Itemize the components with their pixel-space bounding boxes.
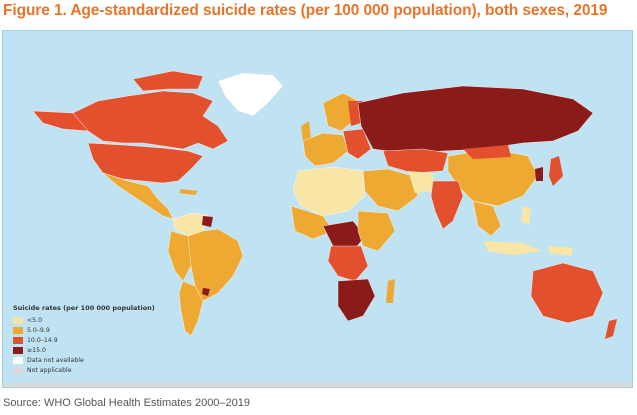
region-philippines [521, 206, 531, 226]
region-arctic-canada [132, 70, 204, 92]
world-map: Suicide rates (per 100 000 population) <… [2, 30, 633, 388]
region-canada [72, 90, 229, 150]
region-middle-east [362, 168, 419, 212]
region-guyana [202, 216, 213, 227]
legend-swatch [13, 326, 23, 334]
legend: Suicide rates (per 100 000 population) <… [13, 304, 155, 375]
legend-item: ≥15.0 [13, 345, 155, 355]
region-east-africa [357, 210, 396, 252]
legend-item: Not applicable [13, 365, 155, 375]
world-map-svg [3, 31, 632, 387]
legend-label: Not applicable [27, 366, 72, 374]
region-central-africa [322, 220, 366, 250]
region-uk [301, 121, 311, 141]
legend-swatch [13, 366, 23, 374]
region-eastern-europe [342, 128, 372, 160]
region-uruguay [202, 288, 210, 296]
region-greenland [217, 72, 284, 117]
region-japan [549, 156, 563, 186]
legend-item: 10.0–14.9 [13, 335, 155, 345]
region-russia [357, 85, 594, 154]
region-western-europe [302, 132, 349, 167]
region-west-africa [290, 205, 334, 240]
legend-label: 10.0–14.9 [27, 336, 58, 344]
region-kazakhstan [382, 148, 449, 174]
legend-swatch [13, 346, 23, 354]
region-india [430, 180, 464, 230]
region-indonesia [483, 241, 543, 255]
legend-item: 5.0–9.9 [13, 325, 155, 335]
legend-label: Data not available [27, 356, 84, 364]
region-alaska [32, 110, 89, 132]
region-iran-afghanistan [408, 171, 435, 193]
region-antarctica [3, 383, 632, 387]
legend-item: <5.0 [13, 315, 155, 325]
legend-label: <5.0 [27, 316, 43, 324]
region-north-africa [292, 166, 366, 217]
region-caribbean [179, 189, 198, 195]
region-mongolia [463, 145, 511, 159]
legend-label: 5.0–9.9 [27, 326, 50, 334]
region-argentina-chile [178, 280, 204, 337]
legend-label: ≥15.0 [27, 346, 46, 354]
figure-title: Figure 1. Age-standardized suicide rates… [3, 2, 608, 19]
region-madagascar [386, 279, 395, 303]
region-new-zealand [605, 319, 617, 339]
region-southern-africa [337, 278, 376, 322]
legend-swatch [13, 336, 23, 344]
legend-swatch [13, 316, 23, 324]
legend-item: Data not available [13, 355, 155, 365]
region-korea [535, 167, 543, 181]
region-southeast-asia [472, 200, 502, 237]
legend-swatch [13, 356, 23, 364]
region-china [447, 148, 539, 207]
region-australia [530, 262, 604, 324]
legend-title: Suicide rates (per 100 000 population) [13, 304, 155, 312]
region-papua [548, 246, 573, 256]
source-note: Source: WHO Global Health Estimates 2000… [3, 397, 251, 409]
